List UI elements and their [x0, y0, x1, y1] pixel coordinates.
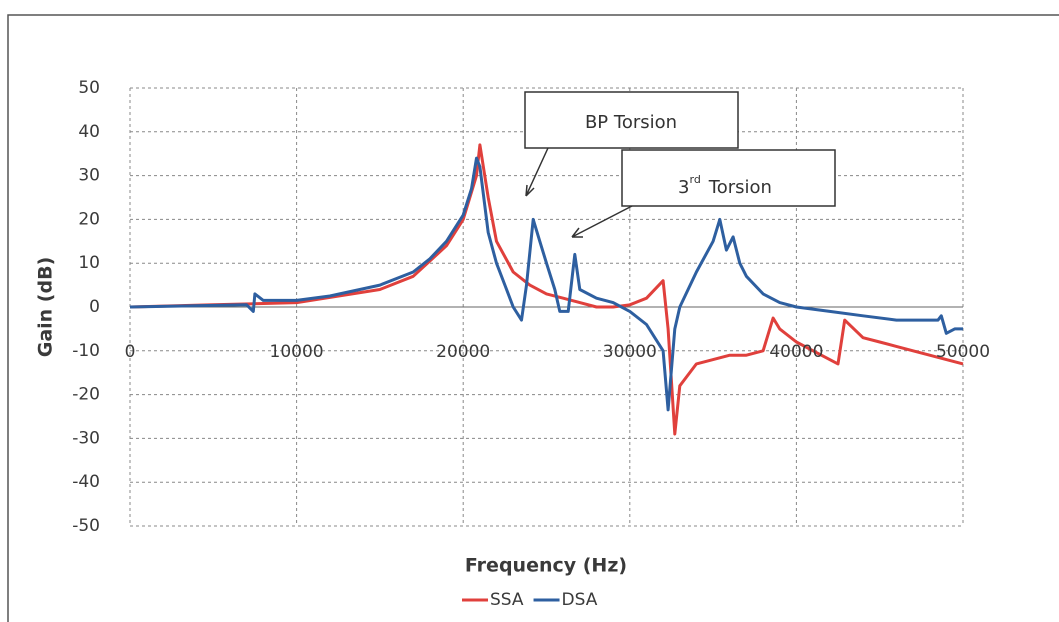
- legend: SSA DSA: [462, 590, 598, 610]
- x-axis-title: Frequency (Hz): [465, 555, 627, 577]
- y-tick-label: -40: [72, 472, 100, 492]
- y-tick-label: 10: [78, 253, 100, 273]
- annotation-arrow: [571, 205, 633, 238]
- annotation-text: Torsion: [708, 177, 772, 198]
- annotation-text: 3: [678, 177, 689, 198]
- annotation-box: [524, 91, 739, 149]
- y-tick-label: -10: [72, 341, 100, 361]
- annotation-box: [621, 149, 836, 207]
- lines: [129, 143, 964, 436]
- x-tick-label: 50000: [936, 342, 990, 362]
- series-line: [129, 156, 963, 412]
- y-tick-label: -50: [72, 516, 100, 536]
- y-tick-label: 20: [78, 209, 100, 229]
- y-tick-label: 0: [89, 297, 100, 317]
- y-tick-label: -30: [72, 428, 100, 448]
- x-tick-label: 0: [125, 342, 136, 362]
- ticks: -50 -40 -30 -20 -10 0 10 20 30 40 50 0 10000 20000 300…: [72, 78, 990, 536]
- y-tick-label: -20: [72, 385, 100, 405]
- x-tick-label: 20000: [436, 342, 490, 362]
- x-tick-label: 40000: [769, 342, 823, 362]
- annotation-arrow: [525, 147, 549, 197]
- series-line: [129, 143, 964, 436]
- y-tick-label: 50: [78, 78, 100, 98]
- annotation: BP Torsion: [585, 112, 677, 133]
- x-tick-label: 30000: [603, 342, 657, 362]
- annotation: 3rd Torsion: [678, 173, 772, 198]
- y-tick-label: 40: [78, 122, 100, 142]
- legend-label: DSA: [562, 590, 598, 610]
- x-tick-label: 10000: [270, 342, 324, 362]
- legend-label: SSA: [490, 590, 524, 610]
- y-tick-label: 30: [78, 166, 100, 186]
- annotation-superscript: rd: [689, 173, 700, 186]
- y-axis-title: Gain (dB): [35, 257, 57, 358]
